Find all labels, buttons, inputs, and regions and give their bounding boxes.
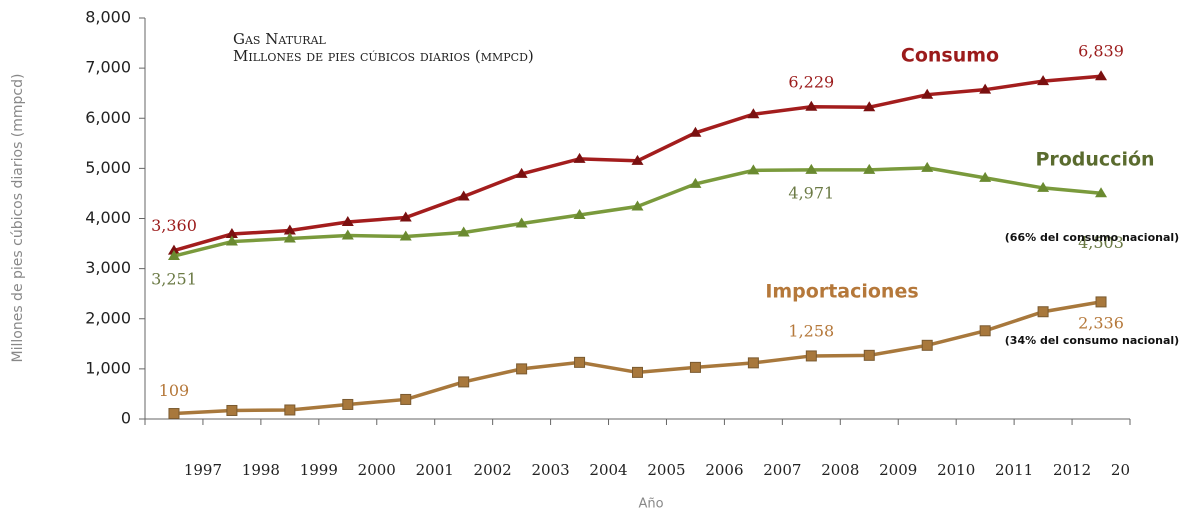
- y-tick-label: 8,000: [85, 8, 131, 27]
- x-tick-label: 1998: [242, 461, 280, 479]
- point: [401, 394, 411, 404]
- point: [517, 364, 527, 374]
- data-label: 3,251: [151, 270, 197, 289]
- x-tick-label: 2012: [1053, 461, 1091, 479]
- point: [169, 409, 179, 419]
- y-tick-label: 7,000: [85, 58, 131, 77]
- point: [1096, 297, 1106, 307]
- data-label: 1,258: [788, 321, 834, 340]
- data-label: 2,336: [1078, 313, 1124, 332]
- y-tick-label: 0: [121, 409, 131, 428]
- x-tick-label: 2009: [879, 461, 917, 479]
- point: [343, 399, 353, 409]
- series-line: [174, 302, 1101, 414]
- series-line: [174, 168, 1101, 256]
- y-tick-label: 1,000: [85, 358, 131, 377]
- x-tick-label: 2008: [821, 461, 859, 479]
- point: [227, 405, 237, 415]
- point: [285, 405, 295, 415]
- x-axis-label: Año: [638, 497, 663, 512]
- chart-subtitle: Millones de pies cúbicos diarios (mmpcd): [233, 47, 534, 65]
- data-label: 3,360: [151, 216, 197, 235]
- x-tick-label: 1999: [300, 461, 338, 479]
- series-name: Importaciones: [765, 281, 918, 303]
- series-name: Producción: [1035, 149, 1154, 171]
- point: [980, 326, 990, 336]
- point: [459, 377, 469, 387]
- point: [633, 367, 643, 377]
- chart: Gas Natural Millones de pies cúbicos dia…: [0, 0, 1196, 514]
- point: [922, 340, 932, 350]
- x-tick-label: 2011: [995, 461, 1033, 479]
- x-tick-label: 2005: [647, 461, 685, 479]
- series-name: Consumo: [901, 45, 999, 67]
- data-label: 109: [159, 381, 190, 400]
- x-tick-label: 2010: [937, 461, 975, 479]
- point: [1038, 307, 1048, 317]
- x-tick-label: 2006: [705, 461, 743, 479]
- y-tick-label: 4,000: [85, 208, 131, 227]
- x-tick-label: 2007: [763, 461, 801, 479]
- point: [806, 351, 816, 361]
- x-tick-label: 2001: [416, 461, 454, 479]
- x-tick-label: 2003: [531, 461, 569, 479]
- y-tick-label: 2,000: [85, 308, 131, 327]
- page: {"chart_data": {"type": "line", "title":…: [0, 0, 1196, 514]
- point: [575, 357, 585, 367]
- y-tick-label: 6,000: [85, 108, 131, 127]
- data-label: 6,229: [788, 72, 834, 91]
- x-tick-label: 2013: [1111, 461, 1149, 479]
- x-tick-label: 2000: [358, 461, 396, 479]
- annotation: (66% del consumo nacional): [1005, 231, 1179, 244]
- data-label: 6,839: [1078, 42, 1124, 61]
- y-axis-label: Millones de pies cúbicos diarios (mmpcd): [10, 74, 26, 363]
- chart-title: Gas Natural: [233, 30, 327, 48]
- x-tick-label: 2004: [589, 461, 627, 479]
- y-tick-label: 5,000: [85, 158, 131, 177]
- data-label: 4,971: [788, 183, 834, 202]
- x-tick-label: 2002: [474, 461, 512, 479]
- point: [748, 358, 758, 368]
- y-tick-label: 3,000: [85, 258, 131, 277]
- annotation: (34% del consumo nacional): [1005, 334, 1179, 347]
- point: [690, 362, 700, 372]
- x-tick-labels: 1997 1998 1999 2000 2001 2002 2003 2004 2005 2006…: [184, 461, 1149, 479]
- point: [864, 350, 874, 360]
- x-tick-label: 1997: [184, 461, 222, 479]
